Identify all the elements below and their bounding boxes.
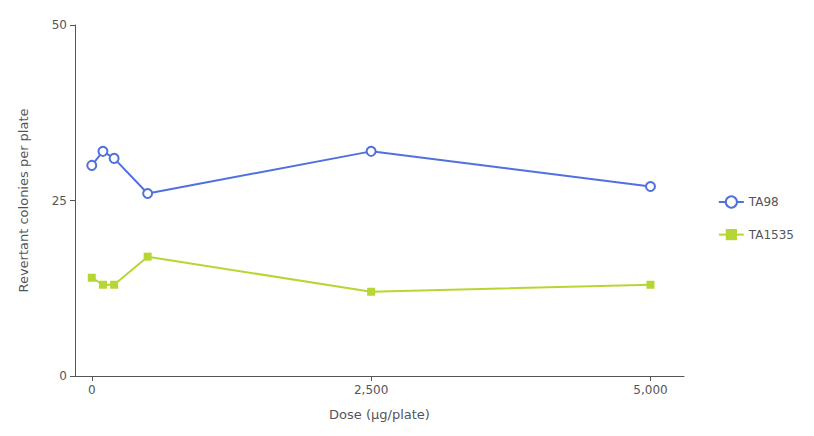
svg-text:25: 25 (52, 194, 67, 208)
svg-text:TA98: TA98 (748, 195, 779, 209)
svg-text:0: 0 (88, 383, 96, 397)
svg-text:Dose (μg/plate): Dose (μg/plate) (329, 407, 430, 422)
svg-text:5,000: 5,000 (633, 383, 667, 397)
svg-text:0: 0 (59, 369, 67, 383)
svg-text:2,500: 2,500 (354, 383, 388, 397)
svg-text:TA1535: TA1535 (748, 228, 794, 242)
svg-text:50: 50 (52, 18, 67, 32)
svg-text:Revertant colonies per plate: Revertant colonies per plate (16, 108, 31, 292)
